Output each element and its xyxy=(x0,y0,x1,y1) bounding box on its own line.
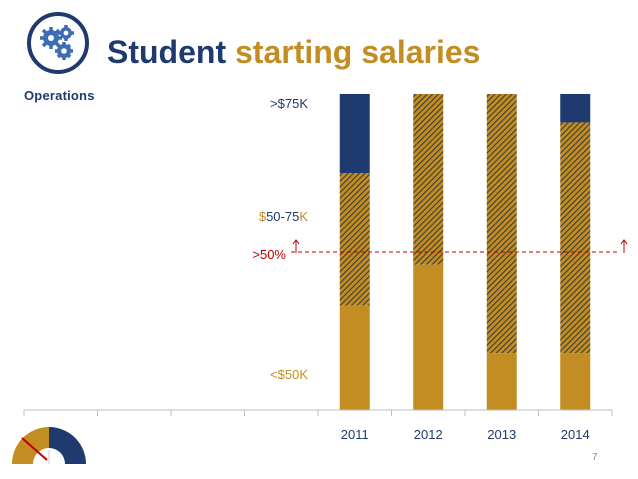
logo-label: Operations xyxy=(24,88,95,103)
ref-arrow xyxy=(292,239,300,253)
operations-logo: Operations xyxy=(24,12,104,108)
bar-2012-series-1 xyxy=(413,94,444,265)
x-label-2011: 2011 xyxy=(341,427,369,442)
reference-label: >50% xyxy=(252,247,286,262)
bar-2014-series-2 xyxy=(560,94,591,123)
title-part-1: Student xyxy=(107,34,227,70)
slide-title: Student starting salaries xyxy=(107,34,480,71)
x-axis-ticks xyxy=(23,410,613,416)
x-label-2014: 2014 xyxy=(561,427,590,442)
mid-label-core: 50-75 xyxy=(266,209,300,224)
segment-label-low: <$50K xyxy=(270,367,308,382)
segment-label-high: >$75K xyxy=(270,96,308,111)
bar-2013-series-0 xyxy=(486,353,517,410)
x-axis-labels: 2011 2012 2013 2014 xyxy=(341,427,590,442)
page-number: 7 xyxy=(592,452,598,463)
x-label-2012: 2012 xyxy=(414,427,443,442)
ref-arrow xyxy=(620,239,628,253)
bar-2014-series-1 xyxy=(560,122,591,354)
bar-2012-series-0 xyxy=(413,264,444,410)
bars-layer xyxy=(339,94,591,410)
bar-2011-series-1 xyxy=(339,173,370,306)
segment-label-mid: $50-75K xyxy=(259,209,308,224)
bar-2011-series-0 xyxy=(339,305,370,410)
reference-arrows xyxy=(292,239,628,253)
x-label-2013: 2013 xyxy=(487,427,516,442)
gauge-icon xyxy=(12,427,86,464)
bar-2013-series-1 xyxy=(486,94,517,354)
title-part-2: starting salaries xyxy=(234,34,481,70)
mid-label-prefix: $ xyxy=(258,209,267,224)
mid-label-suffix: K xyxy=(299,209,308,224)
gears-icon xyxy=(27,12,89,74)
bar-2011-series-2 xyxy=(339,94,370,173)
bar-2014-series-0 xyxy=(560,353,591,410)
